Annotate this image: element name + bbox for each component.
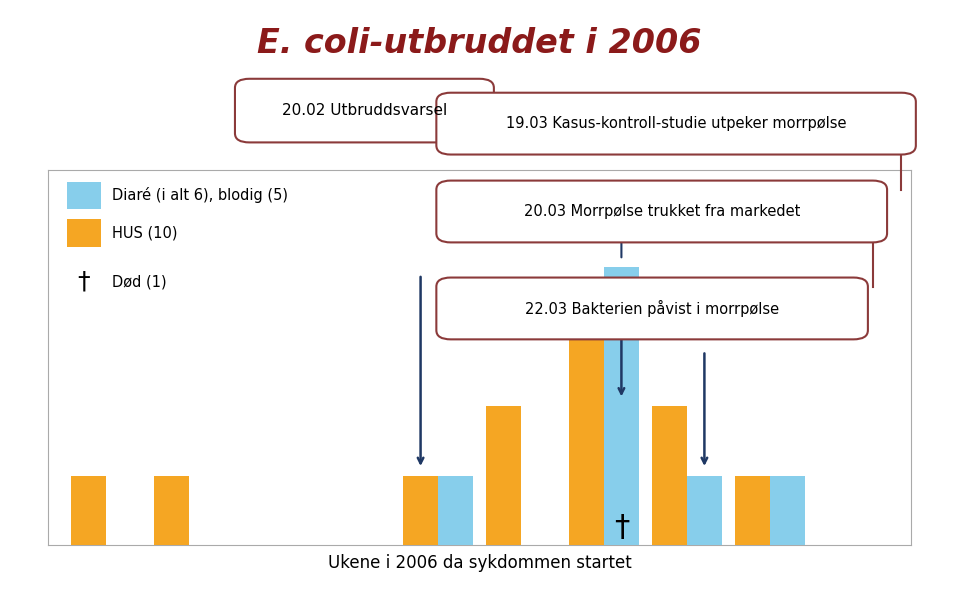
Bar: [736, 476, 770, 545]
Text: HUS (10): HUS (10): [112, 225, 177, 241]
Text: 20.03 Morrpølse trukket fra markedet: 20.03 Morrpølse trukket fra markedet: [524, 204, 800, 219]
Text: Diaré (i alt 6), blodig (5): Diaré (i alt 6), blodig (5): [112, 187, 289, 204]
Bar: [687, 476, 722, 545]
Bar: [486, 406, 521, 545]
Text: 22.03 Bakterien påvist i morrpølse: 22.03 Bakterien påvist i morrpølse: [526, 300, 779, 317]
Bar: [604, 267, 639, 545]
Text: E. coli-utbruddet i 2006: E. coli-utbruddet i 2006: [257, 27, 702, 60]
Text: †: †: [614, 513, 629, 542]
X-axis label: Ukene i 2006 da sykdommen startet: Ukene i 2006 da sykdommen startet: [328, 554, 631, 571]
Text: Død (1): Død (1): [112, 275, 167, 289]
Bar: [770, 476, 805, 545]
Bar: [652, 406, 687, 545]
Bar: [438, 476, 473, 545]
Bar: [403, 476, 438, 545]
Bar: [71, 476, 106, 545]
Text: 19.03 Kasus-kontroll-studie utpeker morrpølse: 19.03 Kasus-kontroll-studie utpeker morr…: [505, 116, 847, 131]
Bar: [154, 476, 189, 545]
Text: 20.02 Utbruddsvarsel: 20.02 Utbruddsvarsel: [282, 103, 447, 118]
Bar: [569, 337, 604, 545]
Text: †: †: [78, 270, 90, 294]
